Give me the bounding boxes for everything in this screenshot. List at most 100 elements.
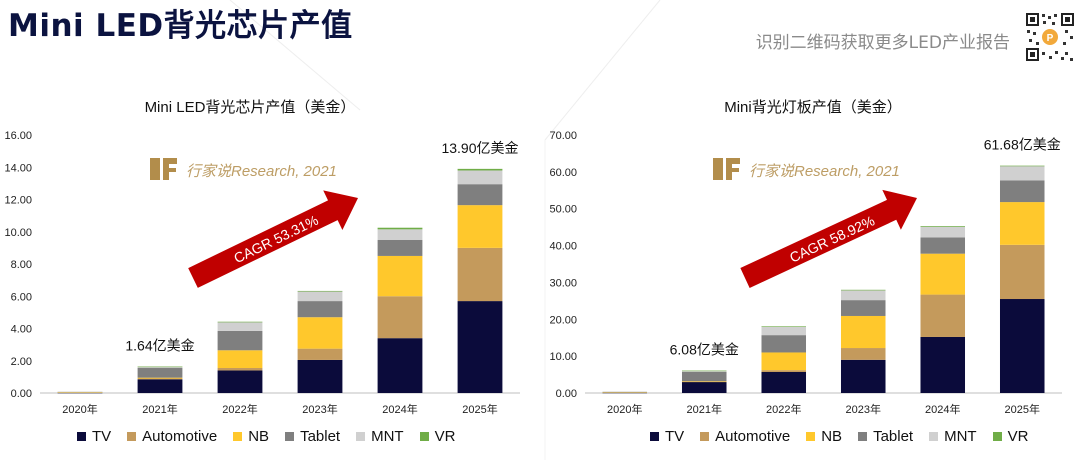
bar-segment-vr	[840, 289, 886, 291]
legend-item-nb: NB	[233, 428, 269, 445]
x-tick-label: 2020年	[607, 402, 642, 416]
board-chart-legend: TV Automotive NB Tablet MNT VR	[650, 428, 1028, 445]
bar-segment-tv	[57, 392, 103, 394]
legend-swatch	[806, 432, 816, 441]
bar-segment-nb	[137, 377, 183, 379]
x-tick-label: 2022年	[766, 402, 801, 416]
bar-segment-automotive	[137, 378, 183, 380]
bar-segment-automotive	[681, 381, 727, 383]
legend-swatch	[700, 432, 710, 441]
bar-segment-tv	[377, 338, 423, 393]
legend-label: Tablet	[300, 428, 341, 445]
bar-segment-nb	[377, 255, 423, 297]
bar-segment-tv	[297, 359, 343, 393]
x-tick-label: 2021年	[142, 402, 177, 416]
y-tick-label: 4.00	[11, 324, 32, 336]
bar-segment-mnt	[681, 370, 727, 372]
bar-segment-vr	[297, 290, 343, 292]
legend-label: Tablet	[873, 428, 914, 445]
bar-segment-automotive	[297, 348, 343, 360]
bar-segment-vr	[377, 227, 423, 230]
legend-swatch	[127, 432, 137, 441]
watermark-text: 行家说Research, 2021	[749, 163, 900, 180]
bar-segment-nb	[920, 253, 966, 295]
bar-segment-automotive	[457, 247, 503, 302]
bar-segment-mnt	[602, 391, 648, 393]
bar-segment-mnt	[457, 170, 503, 185]
bar-segment-nb	[457, 205, 503, 248]
legend-swatch	[992, 432, 1002, 441]
x-tick-label: 2024年	[925, 402, 960, 416]
qr-code-icon[interactable]: P	[1025, 12, 1075, 62]
bar-segment-tablet	[681, 371, 727, 382]
bar-segment-automotive	[377, 296, 423, 339]
watermark-text: 行家说Research, 2021	[186, 163, 337, 180]
legend-label: MNT	[944, 428, 977, 445]
legend-item-tv: TV	[77, 428, 111, 445]
y-tick-label: 10.00	[4, 227, 32, 239]
bar-segment-tv	[602, 392, 648, 394]
bar-segment-tablet	[217, 330, 263, 351]
x-tick-label: 2025年	[1005, 402, 1040, 416]
y-tick-label: 14.00	[4, 162, 32, 174]
watermark-logo-icon	[150, 158, 177, 180]
y-tick-label: 10.00	[549, 351, 577, 363]
x-tick-label: 2023年	[302, 402, 337, 416]
legend-label: Automotive	[142, 428, 218, 445]
bar-segment-vr	[137, 366, 183, 368]
y-tick-label: 20.00	[549, 314, 577, 326]
y-tick-label: 70.00	[549, 130, 577, 142]
legend-label: TV	[665, 428, 685, 445]
y-tick-label: 40.00	[549, 241, 577, 253]
legend-label: TV	[92, 428, 112, 445]
bar-segment-tv	[840, 359, 886, 393]
total-value-label: 61.68亿美金	[984, 137, 1061, 153]
bar-segment-mnt	[920, 226, 966, 238]
bar-segment-automotive	[920, 294, 966, 337]
bar-segment-vr	[920, 226, 966, 227]
bar-segment-nb	[57, 392, 103, 393]
bar-segment-tv	[920, 336, 966, 393]
bar-segment-tablet	[840, 300, 886, 316]
watermark: 行家说Research, 2021	[150, 158, 337, 180]
bar-segment-vr	[457, 168, 503, 171]
legend-item-tablet: Tablet	[285, 428, 340, 445]
bar-segment-tablet	[999, 180, 1045, 203]
bar-segment-tablet	[297, 301, 343, 318]
bar-segment-vr	[681, 370, 727, 372]
legend-swatch	[419, 432, 429, 441]
bar-segment-automotive	[840, 348, 886, 360]
bar-segment-mnt	[297, 291, 343, 302]
legend-swatch	[233, 432, 243, 441]
legend-swatch	[650, 432, 659, 441]
legend-item-mnt: MNT	[356, 428, 404, 445]
total-value-label: 1.64亿美金	[125, 338, 194, 354]
y-tick-label: 50.00	[549, 204, 577, 216]
bar-segment-nb	[297, 317, 343, 349]
y-tick-label: 8.00	[11, 259, 32, 271]
bar-segment-tablet	[457, 184, 503, 206]
legend-label: VR	[434, 428, 456, 445]
legend-label: NB	[821, 428, 843, 445]
total-value-label: 6.08亿美金	[670, 342, 739, 358]
bar-segment-mnt	[999, 165, 1045, 181]
legend-item-tv: TV	[650, 428, 684, 445]
legend-label: NB	[248, 428, 270, 445]
cagr-label: CAGR 58.92%	[787, 212, 877, 265]
bar-segment-tablet	[137, 368, 183, 378]
bar-segment-vr	[999, 165, 1045, 167]
bar-segment-nb	[681, 381, 727, 382]
page-title: Mini LED背光芯片产值	[8, 8, 353, 44]
legend-label: VR	[1007, 428, 1029, 445]
bar-segment-mnt	[377, 229, 423, 240]
bar-segment-mnt	[761, 326, 807, 336]
cagr-arrow	[740, 189, 917, 288]
x-tick-label: 2021年	[687, 402, 722, 416]
legend-swatch	[77, 432, 86, 441]
x-tick-label: 2024年	[382, 402, 417, 416]
chip-value-chart: Mini LED背光芯片产值（美金） 行家说Research, 2021 0.00 2…	[4, 99, 520, 416]
chip-chart-legend: TV Automotive NB Tablet MNT VR	[77, 428, 455, 445]
legend-item-automotive: Automotive	[127, 428, 217, 445]
legend-label: Automotive	[715, 428, 791, 445]
